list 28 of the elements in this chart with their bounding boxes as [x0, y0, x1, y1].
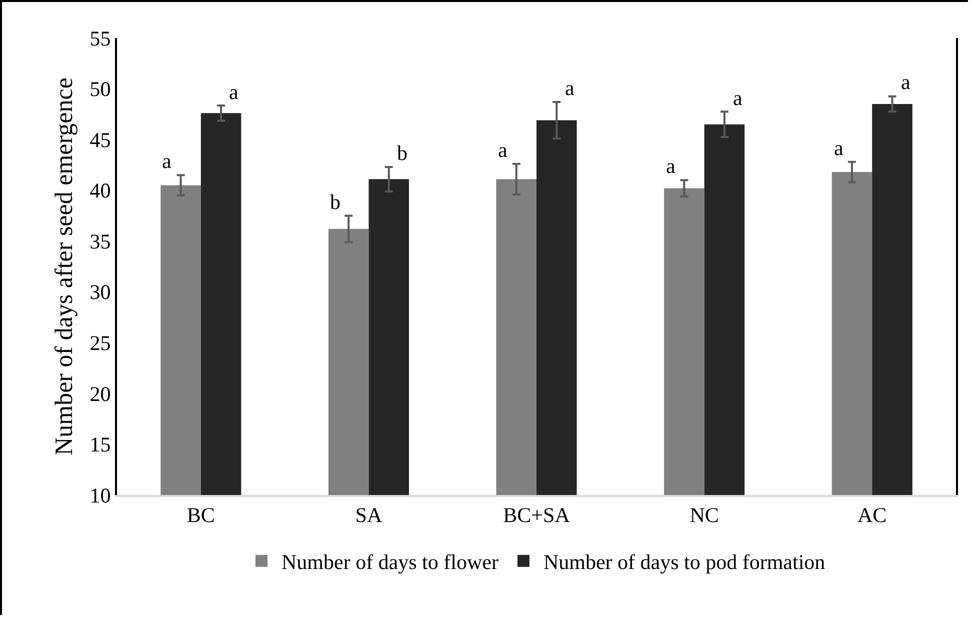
- x-tick-label: BC: [186, 503, 215, 528]
- data-label: a: [834, 136, 844, 160]
- x-tick-label: AC: [858, 503, 887, 528]
- y-tick-label: 45: [90, 128, 111, 152]
- data-label: a: [901, 70, 911, 94]
- y-tick-label: 10: [90, 483, 111, 508]
- data-label: a: [498, 138, 508, 162]
- data-label: a: [565, 76, 575, 100]
- x-tick-label: NC: [690, 503, 719, 528]
- data-label: a: [162, 149, 172, 173]
- data-label: a: [733, 86, 743, 110]
- y-tick-label: 20: [90, 382, 111, 406]
- y-tick-label: 40: [90, 178, 111, 203]
- y-tick-label: 55: [90, 26, 111, 50]
- data-label: a: [666, 154, 676, 178]
- y-tick-label: 35: [90, 229, 111, 254]
- y-tick-label: 50: [90, 77, 111, 102]
- y-tick-label: 15: [90, 432, 111, 457]
- x-tick-label: BC+SA: [503, 503, 571, 528]
- y-tick-label: 30: [90, 280, 111, 304]
- legend-label: Number of days to flower: [282, 550, 498, 574]
- data-label: a: [229, 80, 239, 104]
- legend-label: Number of days to pod formation: [543, 550, 826, 574]
- data-label: b: [397, 141, 408, 165]
- x-tick-label: SA: [355, 503, 383, 528]
- data-label: b: [330, 190, 340, 214]
- y-axis-title: Number of days after seed emergence: [51, 78, 78, 456]
- y-tick-label: 25: [90, 331, 111, 356]
